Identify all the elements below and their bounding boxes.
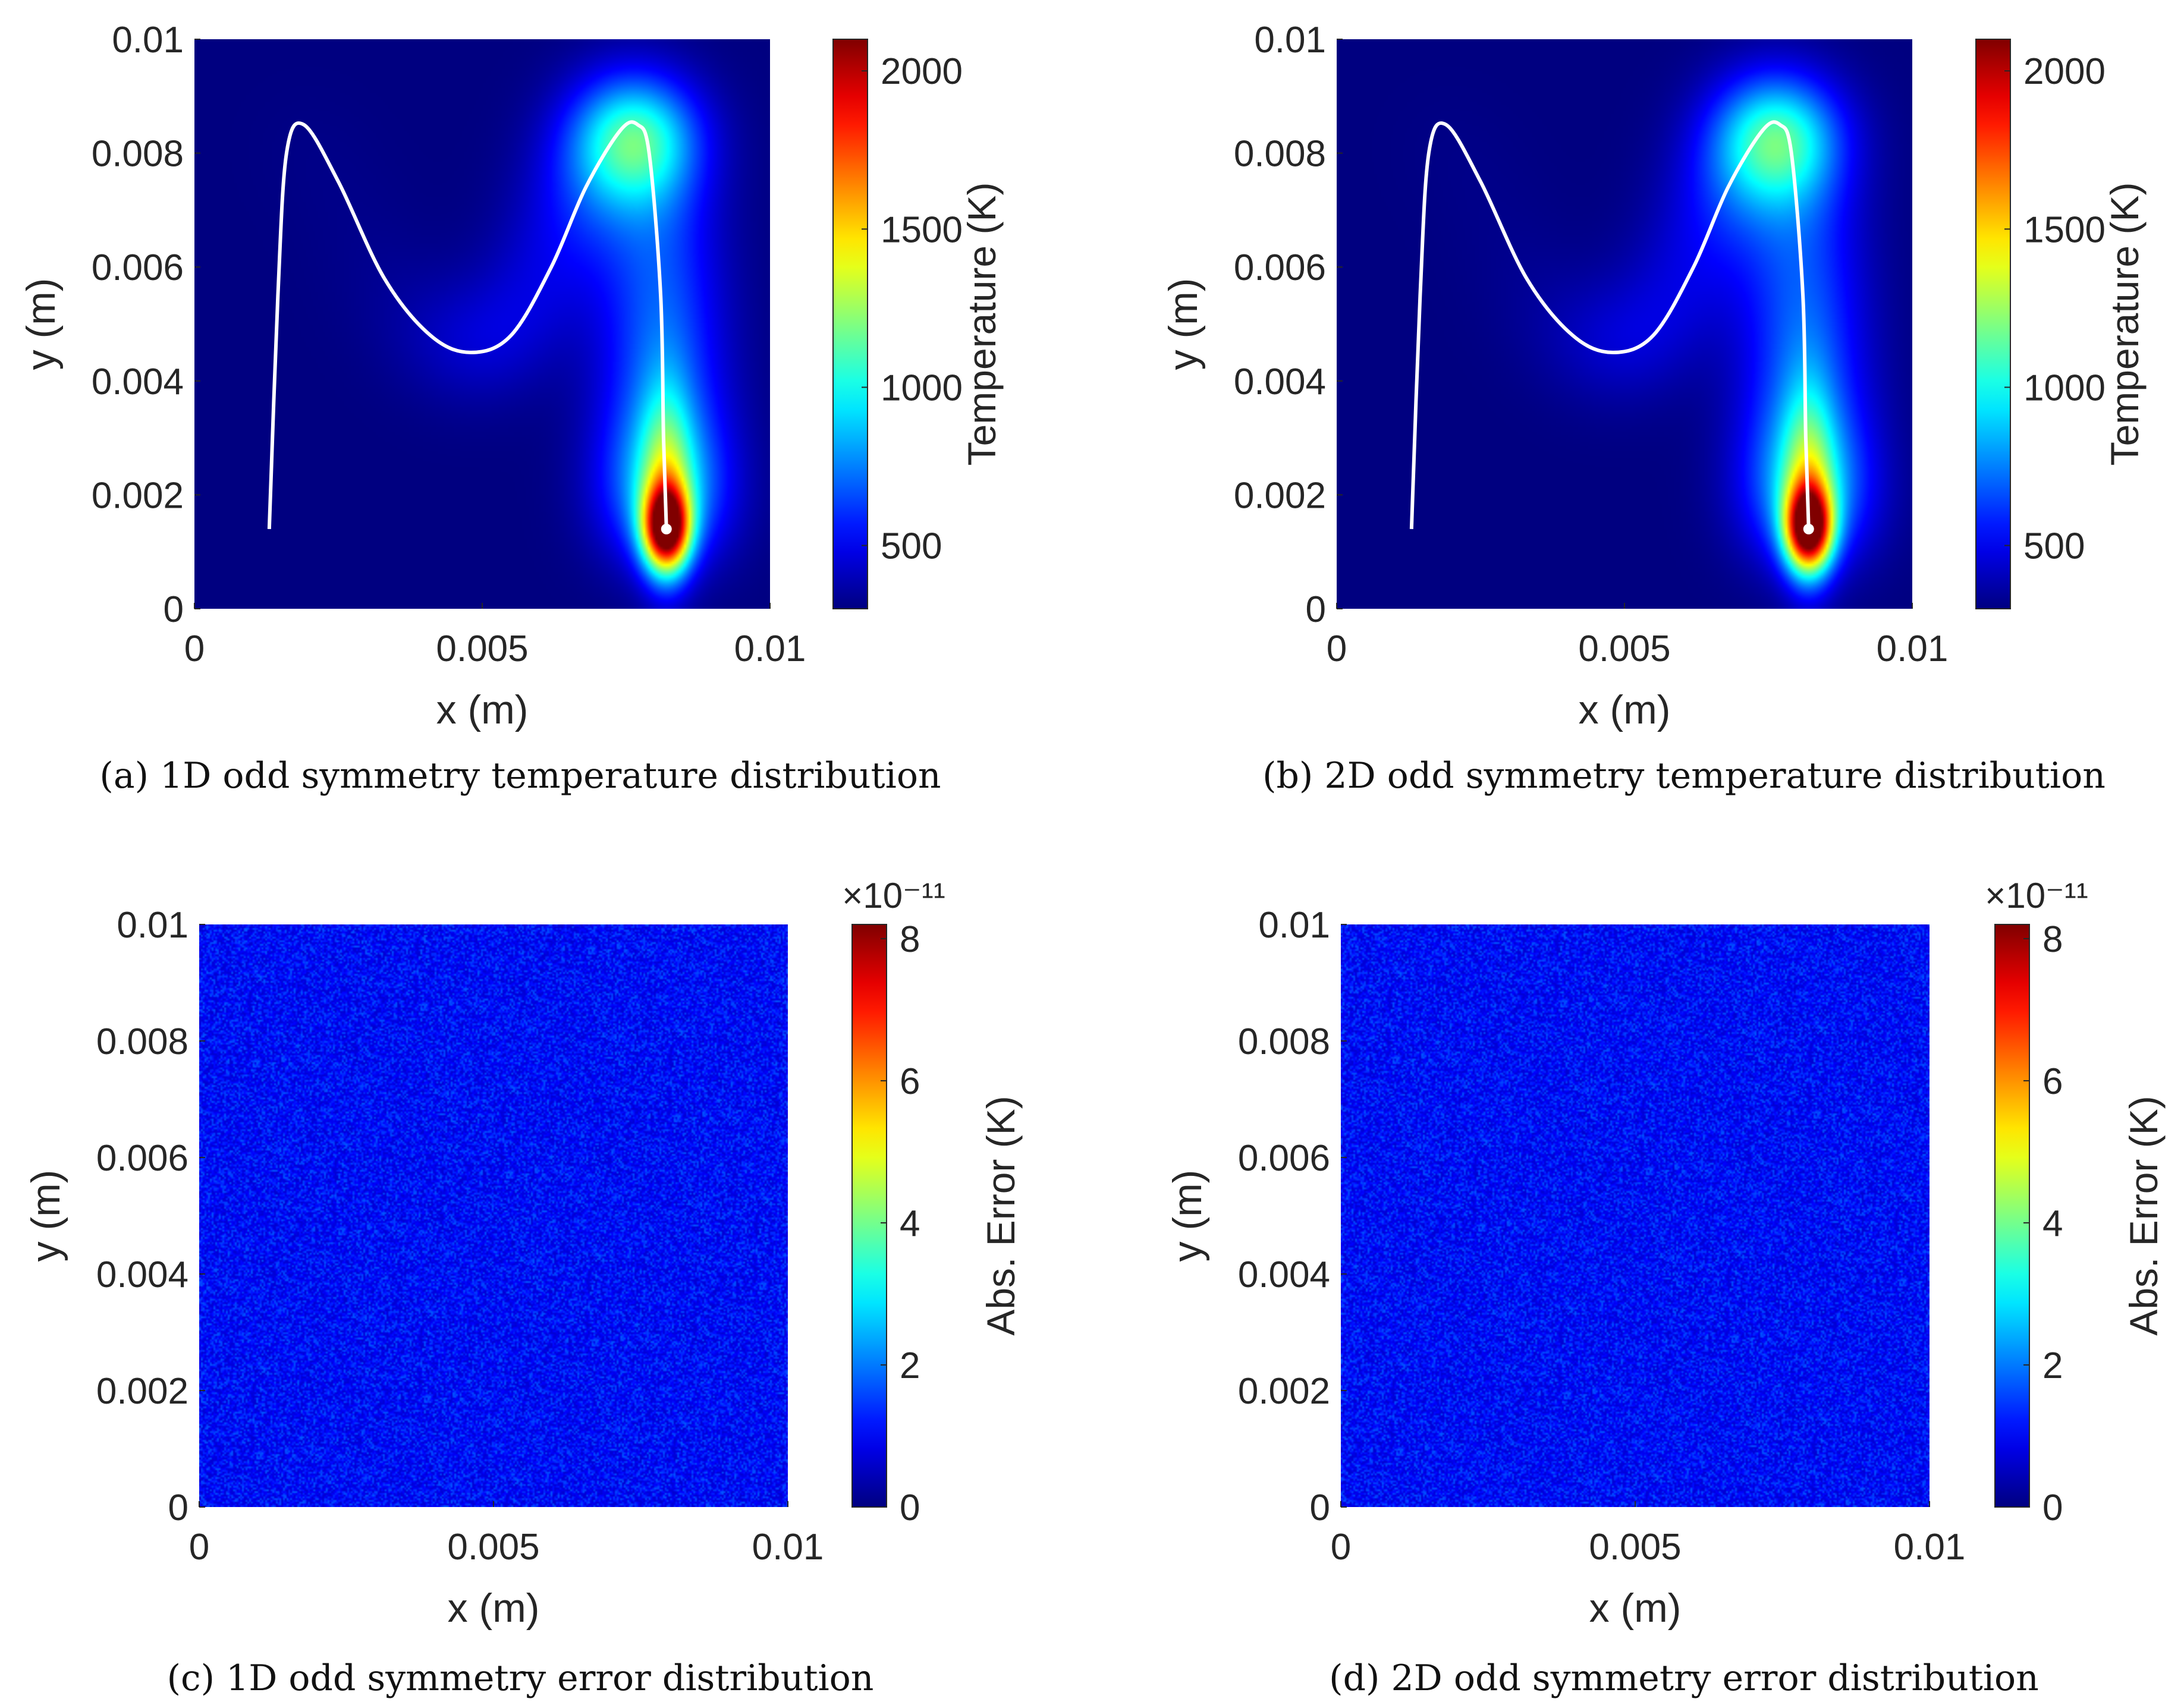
scan-path-line [267,120,668,529]
heatmap-field [199,924,788,1507]
x-tick-label: 0.005 [1589,1527,1681,1568]
heatmap-field [1337,39,1912,609]
x-tick-label: 0.01 [1877,628,1949,669]
panel-caption: (d) 2D odd symmetry error distribution [1329,1657,2039,1699]
colorbar [1975,39,2011,609]
colorbar-tick-label: 500 [881,526,942,567]
panel-caption: (c) 1D odd symmetry error distribution [167,1657,874,1699]
panel-c: 0 0.002 0.004 0.006 0.008 0.01 0 0.005 0.01 x (m)… [23,876,1023,1699]
x-tick-label: 0.005 [436,628,528,669]
panel-a: 0 0.002 0.004 0.006 0.008 0.01 0 0.005 0.01 x (m)… [18,20,1004,797]
colorbar-multiplier: ×10⁻¹¹ [1985,876,2088,916]
y-tick-label: 0.006 [92,247,184,288]
y-tick-label: 0.006 [96,1138,188,1179]
x-axis-label: x (m) [448,1586,540,1631]
colorbar-tick-label: 2000 [2023,51,2106,92]
scan-path-line [1409,120,1811,529]
y-tick-label: 0.008 [96,1021,188,1062]
x-tick-label: 0 [1331,1527,1351,1568]
y-tick-label: 0.002 [96,1371,188,1412]
colorbar [832,39,868,609]
panel-d: 0 0.002 0.004 0.006 0.008 0.01 0 0.005 0.01 x (m)… [1165,876,2166,1699]
y-tick-label: 0 [168,1487,188,1528]
y-tick-label: 0.006 [1238,1138,1330,1179]
y-tick-label: 0.002 [1234,475,1326,516]
y-tick-label: 0 [164,589,184,630]
colorbar-tick-label: 4 [900,1203,920,1244]
colorbar-label: Temperature (K) [960,183,1004,466]
x-tick-label: 0.01 [1894,1527,1966,1568]
x-tick-label: 0.005 [447,1527,539,1568]
y-axis-label: y (m) [23,1170,68,1262]
y-tick-label: 0.002 [92,475,184,516]
x-tick-label: 0.01 [734,628,806,669]
colorbar-label: Abs. Error (K) [2122,1096,2166,1335]
colorbar-tick-label: 0 [900,1487,920,1528]
y-tick-label: 0.008 [1234,134,1326,175]
hotspot-marker [661,523,672,534]
colorbar [1994,924,2030,1508]
colorbar-tick-label: 8 [900,919,920,960]
colorbar-tick-label: 1000 [2023,367,2106,408]
colorbar [851,924,887,1508]
colorbar-tick-label: 500 [2023,526,2085,567]
y-tick-label: 0 [1310,1487,1330,1528]
colorbar-tick-label: 0 [2042,1487,2063,1528]
y-tick-label: 0.008 [92,134,184,175]
x-tick-label: 0 [189,1527,209,1568]
y-tick-label: 0.01 [1258,905,1330,946]
x-tick-label: 0 [184,628,205,669]
colorbar-label: Abs. Error (K) [979,1096,1023,1335]
colorbar-tick-label: 1500 [2023,209,2106,250]
heatmap-field [194,39,770,609]
colorbar-tick-label: 1000 [881,367,963,408]
panel-b: 0 0.002 0.004 0.006 0.008 0.01 0 0.005 0.01 x (m)… [1161,20,2147,797]
y-tick-label: 0.006 [1234,247,1326,288]
y-tick-label: 0.002 [1238,1371,1330,1412]
colorbar-tick-label: 6 [2042,1061,2063,1102]
y-axis-label: y (m) [1165,1170,1210,1262]
colorbar-tick-label: 8 [2042,919,2063,960]
x-axis-label: x (m) [1579,687,1671,732]
y-tick-label: 0.004 [96,1254,188,1295]
colorbar-tick-label: 2 [2042,1345,2063,1386]
hotspot-marker [1803,523,1814,534]
colorbar-tick-label: 2000 [881,51,963,92]
colorbar-tick-label: 6 [900,1061,920,1102]
x-tick-label: 0.01 [752,1527,824,1568]
y-axis-label: y (m) [1161,278,1206,370]
y-tick-label: 0 [1306,589,1326,630]
y-tick-label: 0.004 [92,361,184,402]
panel-caption: (b) 2D odd symmetry temperature distribu… [1262,755,2106,797]
panel-caption: (a) 1D odd symmetry temperature distribu… [99,755,941,797]
colorbar-tick-label: 2 [900,1345,920,1386]
y-axis-label: y (m) [18,278,64,370]
y-tick-label: 0.01 [112,20,184,61]
colorbar-label: Temperature (K) [2103,183,2147,466]
y-tick-label: 0.008 [1238,1021,1330,1062]
x-axis-label: x (m) [1589,1586,1682,1631]
y-tick-label: 0.01 [1254,20,1326,61]
y-tick-label: 0.004 [1234,361,1326,402]
colorbar-multiplier: ×10⁻¹¹ [842,876,945,916]
colorbar-tick-label: 1500 [881,209,963,250]
x-tick-label: 0.005 [1578,628,1670,669]
heatmap-field [1341,924,1930,1507]
y-tick-label: 0.01 [117,905,188,946]
x-tick-label: 0 [1327,628,1347,669]
x-axis-label: x (m) [436,687,529,732]
colorbar-tick-label: 4 [2042,1203,2063,1244]
y-tick-label: 0.004 [1238,1254,1330,1295]
